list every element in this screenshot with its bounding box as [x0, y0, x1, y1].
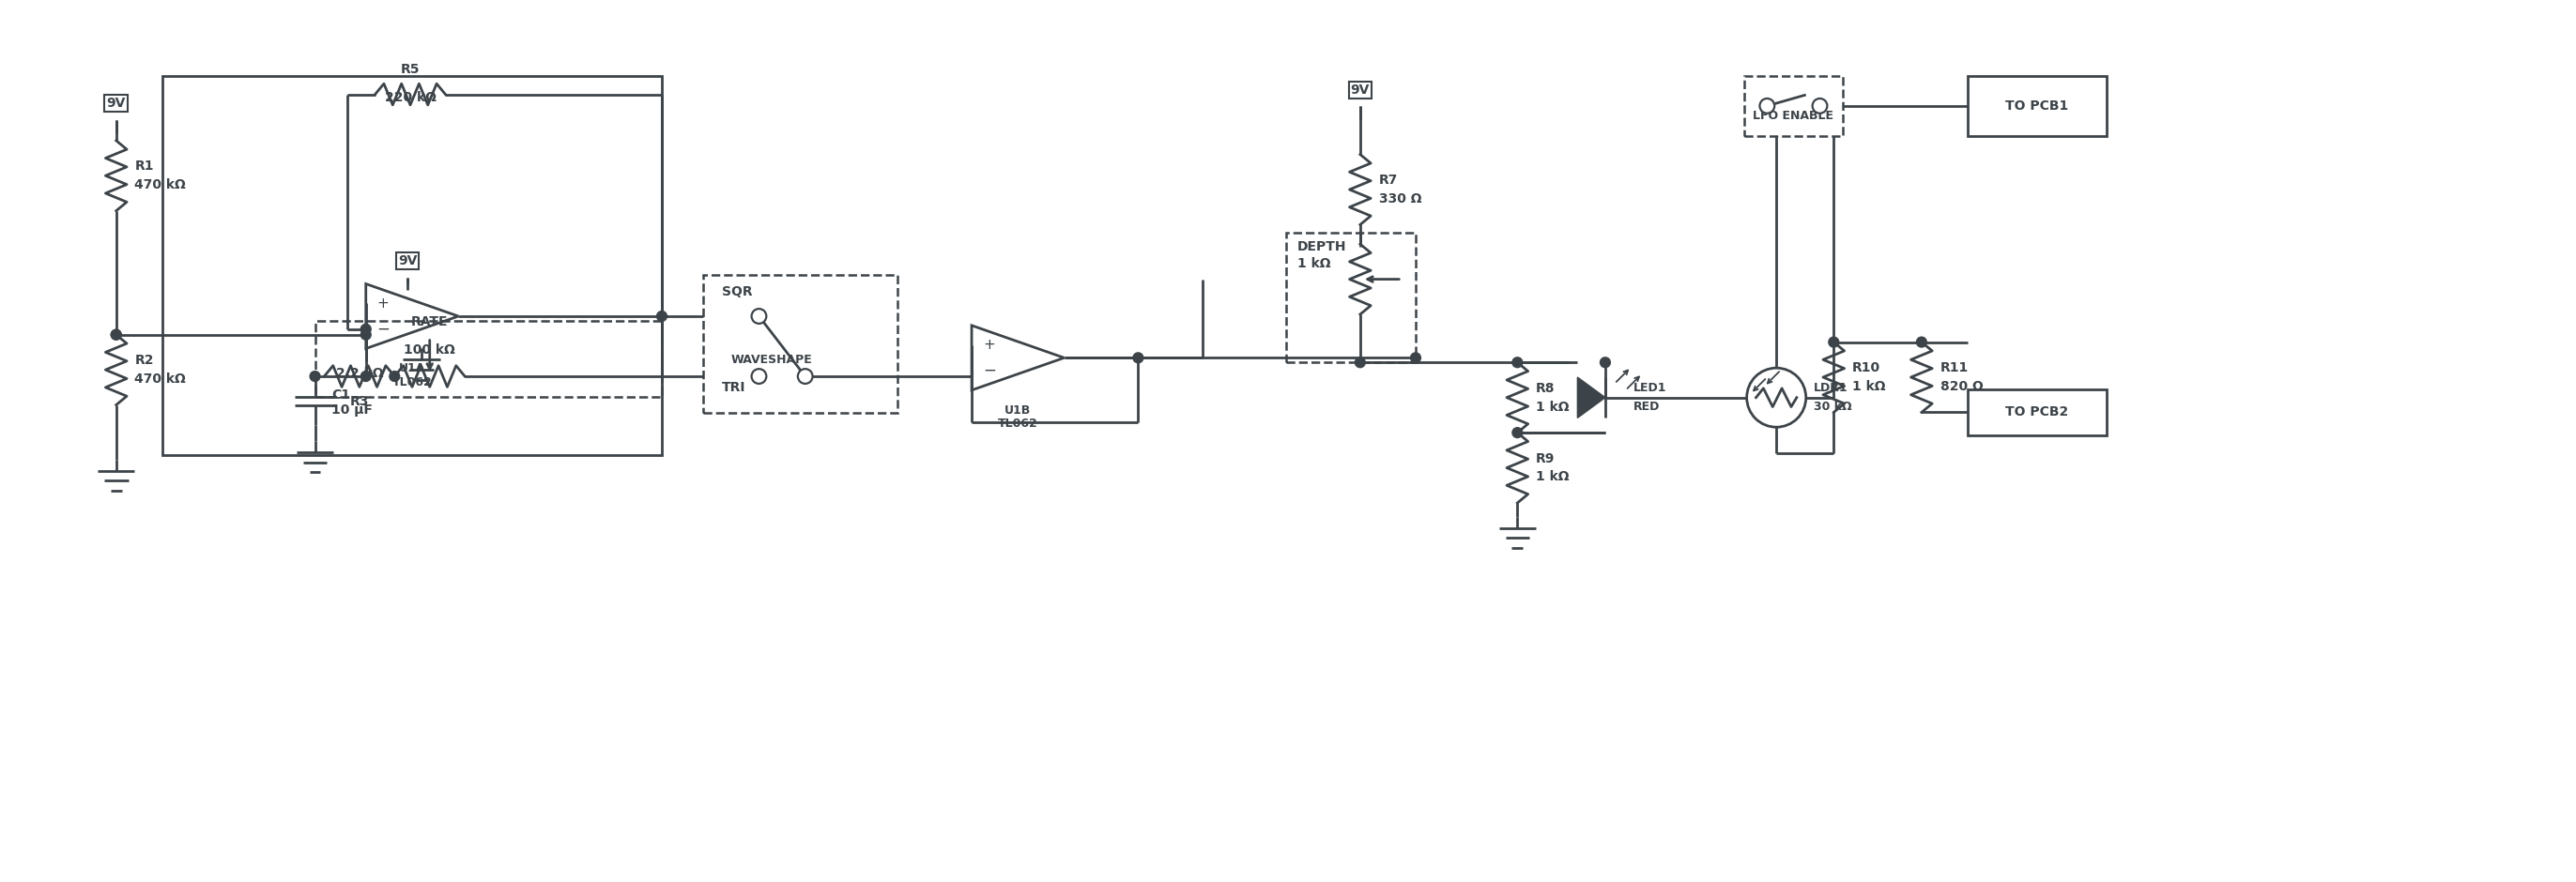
- Circle shape: [309, 371, 319, 381]
- Circle shape: [361, 324, 371, 334]
- Text: 220 kΩ: 220 kΩ: [384, 91, 435, 104]
- Circle shape: [1355, 357, 1365, 368]
- Text: SQR: SQR: [721, 286, 752, 299]
- Circle shape: [657, 311, 667, 321]
- Text: 9V: 9V: [397, 254, 417, 267]
- Text: U1B: U1B: [1005, 404, 1030, 416]
- Text: R2: R2: [134, 354, 155, 367]
- Text: TO PCB2: TO PCB2: [2007, 406, 2069, 419]
- Text: R8: R8: [1535, 382, 1556, 395]
- Text: DEPTH: DEPTH: [1298, 241, 1347, 253]
- Text: TO PCB1: TO PCB1: [2007, 100, 2069, 113]
- Circle shape: [799, 369, 811, 384]
- Circle shape: [1814, 99, 1826, 113]
- Text: 470 kΩ: 470 kΩ: [134, 372, 185, 385]
- Text: 1 kΩ: 1 kΩ: [1535, 400, 1569, 414]
- Text: 10 μF: 10 μF: [332, 404, 374, 417]
- Text: R5: R5: [402, 63, 420, 76]
- Text: 1 kΩ: 1 kΩ: [1535, 470, 1569, 483]
- Text: RATE: RATE: [412, 315, 448, 328]
- Text: LFO ENABLE: LFO ENABLE: [1754, 110, 1834, 122]
- Text: LDR1: LDR1: [1814, 382, 1847, 394]
- Text: RED: RED: [1633, 400, 1659, 413]
- Text: 1 kΩ: 1 kΩ: [1298, 257, 1332, 270]
- Text: 330 Ω: 330 Ω: [1378, 192, 1422, 206]
- Text: U1A: U1A: [399, 363, 425, 375]
- Circle shape: [1917, 337, 1927, 348]
- Text: 2.2 kΩ: 2.2 kΩ: [335, 367, 384, 380]
- Circle shape: [1759, 99, 1775, 113]
- Text: C1: C1: [332, 388, 350, 401]
- Circle shape: [1600, 357, 1610, 368]
- Text: R7: R7: [1378, 174, 1399, 187]
- Text: 100 kΩ: 100 kΩ: [404, 343, 456, 356]
- Circle shape: [361, 330, 371, 340]
- Text: LED1: LED1: [1633, 382, 1667, 394]
- Text: 30 kΩ: 30 kΩ: [1814, 400, 1852, 413]
- Text: R10: R10: [1852, 362, 1880, 375]
- Text: R1: R1: [134, 160, 155, 173]
- Text: −: −: [376, 321, 389, 338]
- Circle shape: [752, 309, 765, 324]
- Text: 9V: 9V: [106, 97, 126, 110]
- Text: WAVESHAPE: WAVESHAPE: [732, 354, 811, 366]
- Text: 820 Ω: 820 Ω: [1940, 380, 1984, 393]
- Text: +: +: [376, 296, 389, 310]
- Circle shape: [1829, 337, 1839, 348]
- Text: +: +: [984, 338, 994, 352]
- Circle shape: [752, 369, 765, 384]
- Circle shape: [361, 371, 371, 381]
- Circle shape: [111, 330, 121, 340]
- Text: 9V: 9V: [1350, 83, 1370, 96]
- Circle shape: [1133, 353, 1144, 363]
- Text: 1 kΩ: 1 kΩ: [1852, 380, 1886, 393]
- Text: 470 kΩ: 470 kΩ: [134, 178, 185, 191]
- Circle shape: [389, 371, 399, 381]
- Circle shape: [111, 330, 121, 340]
- Circle shape: [1512, 357, 1522, 368]
- Polygon shape: [1577, 377, 1605, 418]
- Text: TRI: TRI: [721, 381, 747, 394]
- Text: R11: R11: [1940, 362, 1968, 375]
- Text: R3: R3: [350, 395, 368, 407]
- Text: R9: R9: [1535, 452, 1556, 465]
- Text: TL062: TL062: [997, 418, 1038, 430]
- Text: TL062: TL062: [392, 377, 433, 388]
- Circle shape: [1412, 353, 1422, 363]
- Text: −: −: [984, 363, 997, 379]
- Circle shape: [1512, 428, 1522, 437]
